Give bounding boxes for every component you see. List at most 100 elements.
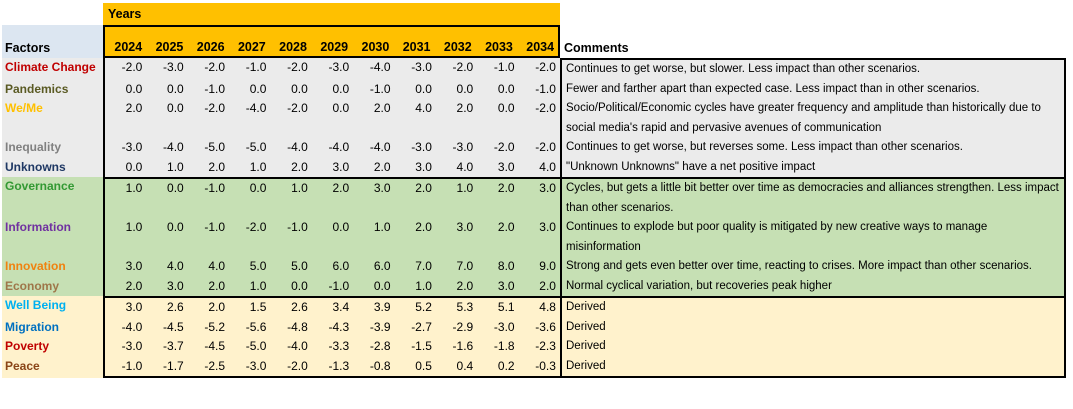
value-cell[interactable]: 0.0 bbox=[332, 220, 350, 234]
value-cell[interactable]: 2.0 bbox=[415, 181, 432, 195]
value-cell[interactable]: 1.0 bbox=[249, 278, 267, 293]
value-cell[interactable]: 1.0 bbox=[456, 181, 474, 195]
value-cell[interactable]: 4.0 bbox=[415, 101, 432, 115]
comment-cell[interactable]: Derived bbox=[560, 337, 1066, 357]
value-cell[interactable]: 2.0 bbox=[456, 278, 474, 293]
value-cell[interactable]: 0.4 bbox=[456, 358, 474, 373]
value-cell[interactable]: 1.0 bbox=[125, 220, 143, 234]
year-header-cell[interactable]: 2027 bbox=[237, 40, 266, 54]
value-cell[interactable]: 0.0 bbox=[497, 101, 515, 115]
value-cell[interactable]: -3.7 bbox=[163, 339, 184, 353]
value-cell[interactable]: 0.0 bbox=[125, 81, 143, 96]
value-cell[interactable]: -2.0 bbox=[287, 101, 308, 115]
value-cell[interactable]: -1.6 bbox=[452, 339, 474, 353]
value-cell[interactable]: -2.0 bbox=[535, 60, 556, 74]
year-header-cell[interactable]: 2026 bbox=[196, 40, 225, 54]
value-cell[interactable]: -2.0 bbox=[535, 140, 556, 154]
value-cell[interactable]: 3.0 bbox=[332, 159, 350, 174]
value-cell[interactable]: -0.8 bbox=[369, 358, 391, 373]
value-cell[interactable]: -5.0 bbox=[245, 140, 267, 154]
factor-label[interactable]: Unknowns bbox=[5, 159, 66, 174]
factor-label[interactable]: Migration bbox=[5, 319, 59, 334]
comment-cell[interactable]: Strong and gets even better over time, r… bbox=[560, 257, 1066, 277]
value-cell[interactable]: -4.8 bbox=[287, 319, 308, 334]
value-cell[interactable]: -1.0 bbox=[493, 60, 515, 74]
value-cell[interactable]: -3.0 bbox=[452, 140, 474, 154]
value-cell[interactable]: -3.0 bbox=[411, 60, 432, 74]
value-cell[interactable]: 3.0 bbox=[167, 278, 184, 293]
value-cell[interactable]: 1.0 bbox=[167, 159, 184, 174]
value-cell[interactable]: -4.5 bbox=[163, 319, 184, 334]
year-header-cell[interactable]: 2029 bbox=[320, 40, 349, 54]
value-cell[interactable]: 0.0 bbox=[167, 181, 184, 195]
value-cell[interactable]: 3.0 bbox=[497, 159, 515, 174]
value-cell[interactable]: -4.0 bbox=[287, 339, 308, 353]
year-header-cell[interactable]: 2033 bbox=[485, 40, 513, 54]
factor-label[interactable]: Well Being bbox=[5, 298, 67, 312]
value-cell[interactable]: -2.7 bbox=[411, 319, 432, 334]
value-cell[interactable]: -2.0 bbox=[452, 60, 474, 74]
value-cell[interactable]: -1.0 bbox=[369, 81, 391, 96]
year-header-cell[interactable]: 2024 bbox=[114, 40, 143, 54]
comment-cell[interactable]: Normal cyclical variation, but recoverie… bbox=[560, 276, 1066, 296]
value-cell[interactable]: -0.3 bbox=[535, 358, 556, 373]
value-cell[interactable]: 1.0 bbox=[125, 181, 143, 195]
value-cell[interactable]: 0.0 bbox=[167, 81, 184, 96]
value-cell[interactable]: 0.0 bbox=[167, 101, 184, 115]
value-cell[interactable]: -4.0 bbox=[369, 140, 391, 154]
value-cell[interactable]: -2.9 bbox=[452, 319, 474, 334]
value-cell[interactable]: 5.1 bbox=[497, 300, 515, 314]
value-cell[interactable]: 1.0 bbox=[373, 220, 391, 234]
value-cell[interactable]: -2.0 bbox=[204, 101, 226, 115]
value-cell[interactable]: -1.0 bbox=[328, 278, 350, 293]
value-cell[interactable]: 2.0 bbox=[208, 300, 226, 314]
value-cell[interactable]: -1.0 bbox=[204, 220, 226, 234]
value-cell[interactable]: -1.0 bbox=[204, 181, 226, 195]
comment-cell[interactable]: Continues to explode but poor quality is… bbox=[560, 218, 1066, 257]
value-cell[interactable]: 2.0 bbox=[332, 181, 350, 195]
value-cell[interactable]: 4.0 bbox=[539, 159, 556, 174]
value-cell[interactable]: -4.5 bbox=[204, 339, 226, 353]
value-cell[interactable]: -2.0 bbox=[287, 60, 308, 74]
year-header-cell[interactable]: 2030 bbox=[361, 40, 390, 54]
value-cell[interactable]: -4.0 bbox=[328, 140, 350, 154]
value-cell[interactable]: 2.0 bbox=[415, 220, 432, 234]
value-cell[interactable]: 2.0 bbox=[373, 101, 391, 115]
value-cell[interactable]: 5.2 bbox=[415, 300, 432, 314]
value-cell[interactable]: 9.0 bbox=[539, 259, 556, 273]
factor-label[interactable]: Economy bbox=[5, 278, 60, 293]
factor-label[interactable]: Peace bbox=[5, 358, 40, 373]
value-cell[interactable]: -2.0 bbox=[535, 101, 556, 115]
value-cell[interactable]: 2.0 bbox=[373, 159, 391, 174]
value-cell[interactable]: 0.2 bbox=[497, 358, 515, 373]
value-cell[interactable]: 6.0 bbox=[373, 259, 391, 273]
factor-label[interactable]: Innovation bbox=[5, 259, 66, 273]
value-cell[interactable]: -2.0 bbox=[287, 358, 308, 373]
value-cell[interactable]: 2.0 bbox=[539, 278, 556, 293]
value-cell[interactable]: -1.0 bbox=[535, 81, 556, 96]
value-cell[interactable]: -3.0 bbox=[163, 60, 184, 74]
comment-cell[interactable]: Fewer and farther apart than expected ca… bbox=[560, 79, 1066, 99]
value-cell[interactable]: 2.0 bbox=[497, 181, 515, 195]
value-cell[interactable]: 4.0 bbox=[208, 259, 226, 273]
value-cell[interactable]: -5.0 bbox=[245, 339, 267, 353]
factor-label[interactable]: Climate Change bbox=[5, 60, 96, 74]
value-cell[interactable]: -3.0 bbox=[328, 60, 350, 74]
value-cell[interactable]: -4.0 bbox=[369, 60, 391, 74]
value-cell[interactable]: -3.9 bbox=[369, 319, 391, 334]
value-cell[interactable]: -1.8 bbox=[493, 339, 515, 353]
value-cell[interactable]: 4.0 bbox=[167, 259, 184, 273]
value-cell[interactable]: -3.0 bbox=[121, 140, 143, 154]
value-cell[interactable]: 3.4 bbox=[332, 300, 350, 314]
comment-cell[interactable]: Cycles, but gets a little bit better ove… bbox=[560, 177, 1066, 218]
value-cell[interactable]: -1.0 bbox=[121, 358, 143, 373]
value-cell[interactable]: 0.0 bbox=[456, 81, 474, 96]
value-cell[interactable]: 2.0 bbox=[125, 101, 143, 115]
value-cell[interactable]: -2.0 bbox=[204, 60, 226, 74]
value-cell[interactable]: -5.2 bbox=[204, 319, 226, 334]
value-cell[interactable]: 1.0 bbox=[415, 278, 432, 293]
year-header-cell[interactable]: 2032 bbox=[443, 40, 472, 54]
value-cell[interactable]: 0.0 bbox=[291, 278, 308, 293]
value-cell[interactable]: 2.6 bbox=[167, 300, 184, 314]
value-cell[interactable]: 5.3 bbox=[456, 300, 474, 314]
